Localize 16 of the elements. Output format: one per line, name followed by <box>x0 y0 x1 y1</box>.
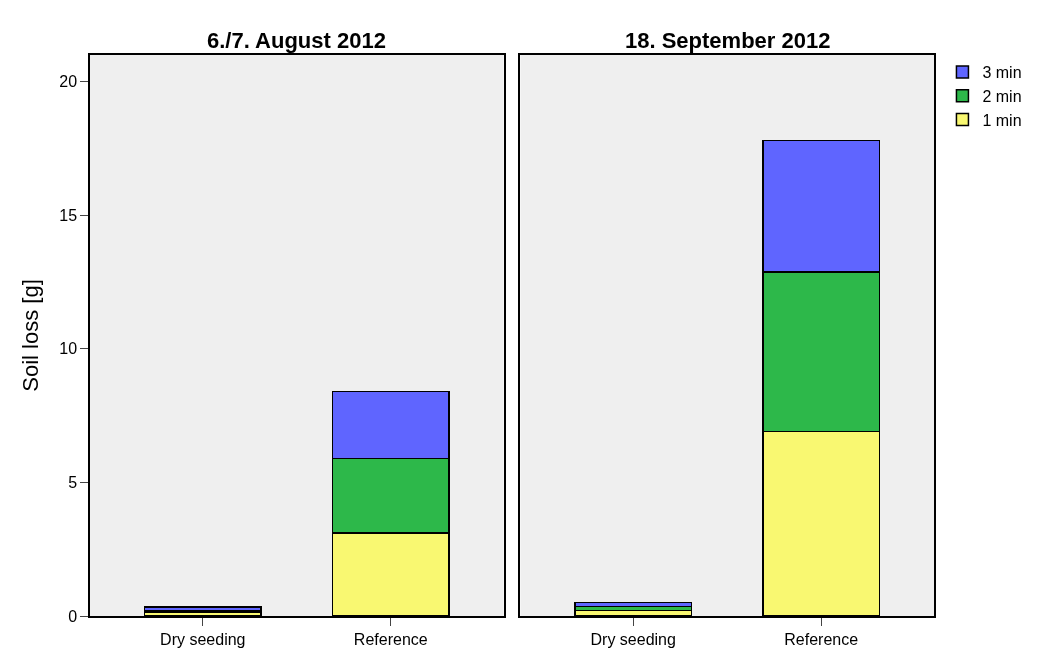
x-tick-label: Dry seeding <box>590 630 676 648</box>
legend-label: 3 min <box>982 64 1022 82</box>
x-tick-label: Reference <box>784 630 859 648</box>
y-tick-label: 15 <box>59 206 78 224</box>
x-tick-label: Reference <box>353 630 428 648</box>
y-tick-label: 0 <box>68 607 78 625</box>
x-tick-label: Dry seeding <box>160 630 246 648</box>
chart-title: 6./7. August 2012 <box>207 28 386 53</box>
bar <box>574 601 693 608</box>
y-tick-label: 5 <box>68 474 78 492</box>
y-tick-label: 10 <box>59 340 78 358</box>
y-tick-label: 20 <box>59 73 78 91</box>
chart-title: 18. September 2012 <box>625 28 831 53</box>
legend-label: 2 min <box>982 87 1022 105</box>
y-axis-title: Soil loss [g] <box>17 279 43 392</box>
legend-label: 1 min <box>982 111 1022 129</box>
